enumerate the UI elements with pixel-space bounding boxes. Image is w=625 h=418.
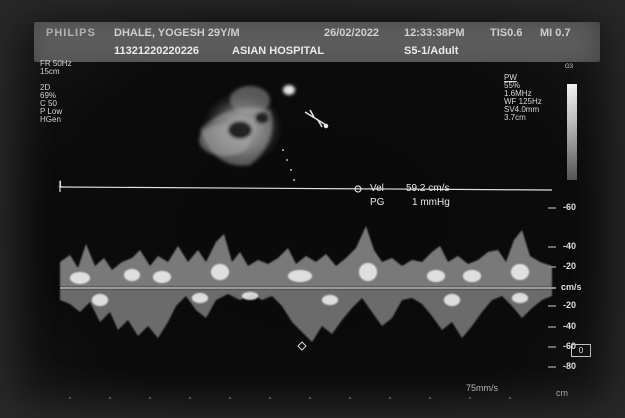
grayscale-bar: [567, 84, 577, 180]
caliper-start-label: 1: [58, 179, 64, 189]
param-hgen: HGen: [40, 115, 61, 124]
param-freq: 1.6MHz: [504, 89, 532, 98]
scale-label-6: -60: [563, 341, 577, 351]
left-params: FR 50Hz 15cm 2D 69% C 50 P Low HGen: [40, 60, 72, 124]
probe-preset: S5-1/Adult: [404, 45, 459, 57]
scale-label-units: cm/s: [561, 282, 582, 292]
sample-volume-marker: [304, 109, 329, 129]
baseline-box: 0: [571, 344, 591, 357]
exam-time: 12:33:38PM: [404, 27, 465, 39]
doppler-spectrum: [60, 226, 552, 342]
param-sample-volume: SV4.0mm: [504, 105, 540, 114]
patient-name: DHALE, YOGESH 29Y/M: [114, 27, 240, 39]
mi-index: MI 0.7: [540, 27, 571, 39]
scale-label-5: -40: [563, 321, 577, 331]
param-compress: C 50: [40, 99, 57, 108]
param-depth: 15cm: [40, 67, 60, 76]
scan-line-dots: [282, 149, 295, 181]
time-marker-dots: [69, 397, 511, 399]
cursor-marker: [297, 341, 307, 351]
param-sv-depth: 3.7cm: [504, 113, 526, 122]
param-wall-filter: WF 125Hz: [504, 97, 542, 106]
exam-date: 26/02/2022: [324, 27, 380, 39]
param-pw-gain: 55%: [504, 81, 521, 90]
hospital-name: ASIAN HOSPITAL: [232, 45, 325, 57]
param-mode: 2D: [40, 83, 51, 92]
patient-id: 11321220220226: [114, 45, 200, 57]
scale-label-4: -20: [563, 300, 577, 310]
vel-label: Vel: [370, 183, 384, 194]
velocity-caliper-line: [59, 182, 553, 193]
tis-index: TIS0.6: [490, 27, 523, 39]
heart-2d-image: [198, 85, 295, 168]
pg-value: 1 mmHg: [412, 197, 450, 208]
param-power: P Low: [40, 107, 63, 116]
scale-label-1: -40: [563, 241, 577, 251]
sweep-speed: 75mm/s: [466, 383, 499, 393]
scale-label-2: -20: [563, 261, 577, 271]
param-gain: 69%: [40, 91, 57, 100]
brand-logo: PHILIPS: [46, 27, 96, 39]
depth-unit: cm: [556, 388, 568, 398]
pg-label: PG: [370, 197, 385, 208]
vel-value: 59.2 cm/s: [406, 183, 450, 194]
param-pw: PW: [504, 73, 517, 82]
scale-label-0: -60: [563, 202, 577, 212]
param-frame-rate: FR 50Hz: [40, 59, 72, 68]
scale-label-7: -80: [563, 361, 577, 371]
right-params: PW 55% 1.6MHz WF 125Hz SV4.0mm 3.7cm: [504, 74, 542, 122]
grayscale-label: G3: [565, 64, 574, 70]
header-bar: [34, 22, 600, 62]
